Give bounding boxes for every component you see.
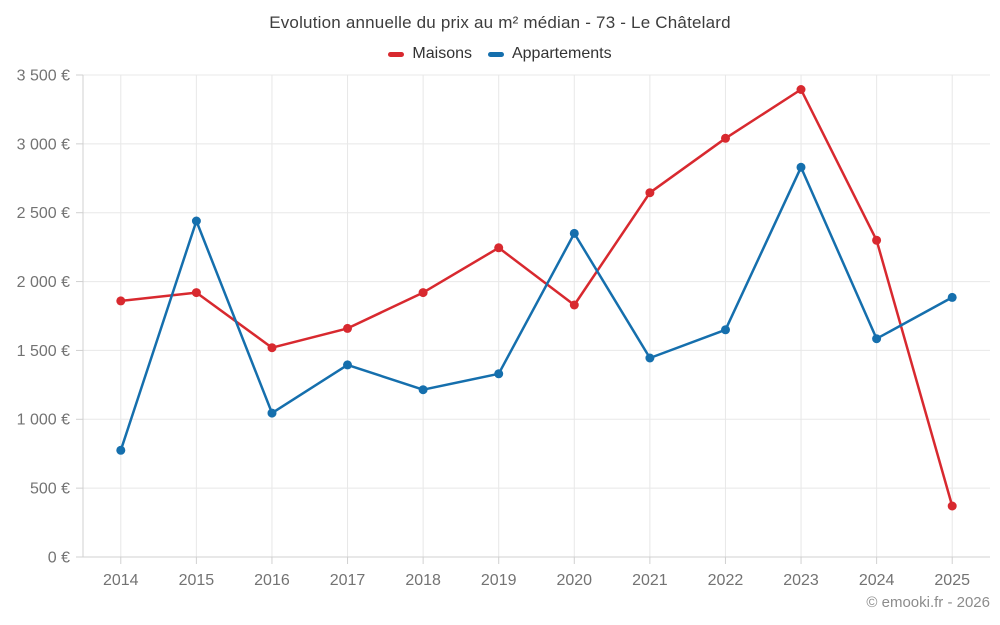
x-axis-label: 2022 bbox=[708, 572, 744, 589]
data-point[interactable] bbox=[494, 369, 504, 379]
legend-item-maisons[interactable]: Maisons bbox=[388, 45, 472, 63]
data-point[interactable] bbox=[947, 501, 957, 511]
data-point[interactable] bbox=[116, 296, 126, 306]
y-axis-label: 3 000 € bbox=[17, 136, 70, 153]
x-axis-labels: 2014 2015 2016 2017 2018 2019 2020 2021 2022 2023… bbox=[103, 572, 970, 589]
y-axis-label: 2 500 € bbox=[17, 205, 70, 222]
copyright-footer: © emooki.fr - 2026 bbox=[866, 594, 990, 611]
chart-title: Evolution annuelle du prix au m² médian … bbox=[269, 13, 731, 32]
data-point[interactable] bbox=[191, 288, 201, 298]
legend-label-appartements: Appartements bbox=[511, 45, 612, 62]
gridlines bbox=[83, 74, 990, 558]
data-point[interactable] bbox=[343, 360, 352, 370]
chart-legend: Maisons Appartements bbox=[0, 45, 1000, 63]
x-axis-label: 2019 bbox=[481, 572, 517, 589]
x-axis-label: 2023 bbox=[783, 572, 819, 589]
maisons-series-swatch bbox=[388, 51, 405, 57]
x-axis-label: 2024 bbox=[859, 572, 895, 589]
data-point[interactable] bbox=[343, 323, 352, 333]
series-line bbox=[119, 166, 954, 452]
x-axis-label: 2017 bbox=[330, 572, 366, 589]
series-line bbox=[119, 88, 954, 508]
series-appartements bbox=[116, 162, 957, 455]
x-axis-label: 2014 bbox=[103, 572, 139, 589]
y-axis-label: 1 500 € bbox=[17, 343, 70, 360]
data-point[interactable] bbox=[872, 334, 882, 344]
data-point[interactable] bbox=[116, 445, 126, 455]
y-axis-labels: 0 € 500 € 1 000 € 1 500 € 2 000 € 2 500 € 3 00… bbox=[17, 67, 70, 566]
x-axis-label: 2020 bbox=[556, 572, 592, 589]
legend-item-appartements[interactable]: Appartements bbox=[487, 45, 612, 63]
data-point[interactable] bbox=[947, 292, 957, 302]
x-axis-label: 2021 bbox=[632, 572, 668, 589]
data-point[interactable] bbox=[418, 385, 428, 395]
data-point[interactable] bbox=[191, 216, 201, 226]
data-point[interactable] bbox=[796, 85, 806, 94]
data-point[interactable] bbox=[645, 188, 655, 198]
data-point[interactable] bbox=[267, 343, 277, 353]
data-point[interactable] bbox=[796, 162, 806, 172]
data-point[interactable] bbox=[721, 133, 730, 143]
y-axis-label: 2 000 € bbox=[17, 274, 70, 291]
y-axis-label: 0 € bbox=[48, 549, 70, 566]
data-point[interactable] bbox=[569, 228, 579, 238]
x-axis-label: 2025 bbox=[934, 572, 970, 589]
data-point[interactable] bbox=[494, 243, 504, 253]
data-point[interactable] bbox=[645, 353, 655, 363]
legend-label-maisons: Maisons bbox=[412, 45, 472, 62]
data-point[interactable] bbox=[721, 325, 730, 335]
x-axis-label: 2018 bbox=[405, 572, 441, 589]
data-point[interactable] bbox=[418, 288, 428, 298]
series-maisons bbox=[116, 85, 957, 511]
axes bbox=[76, 74, 990, 564]
data-point[interactable] bbox=[872, 235, 882, 245]
x-axis-label: 2016 bbox=[254, 572, 290, 589]
y-axis-label: 500 € bbox=[30, 481, 70, 498]
y-axis-label: 1 000 € bbox=[17, 412, 70, 429]
data-point[interactable] bbox=[569, 300, 579, 310]
appartements-series-swatch bbox=[487, 51, 504, 57]
data-point[interactable] bbox=[267, 408, 277, 418]
y-axis-label: 3 500 € bbox=[17, 67, 70, 84]
x-axis-label: 2015 bbox=[179, 572, 215, 589]
